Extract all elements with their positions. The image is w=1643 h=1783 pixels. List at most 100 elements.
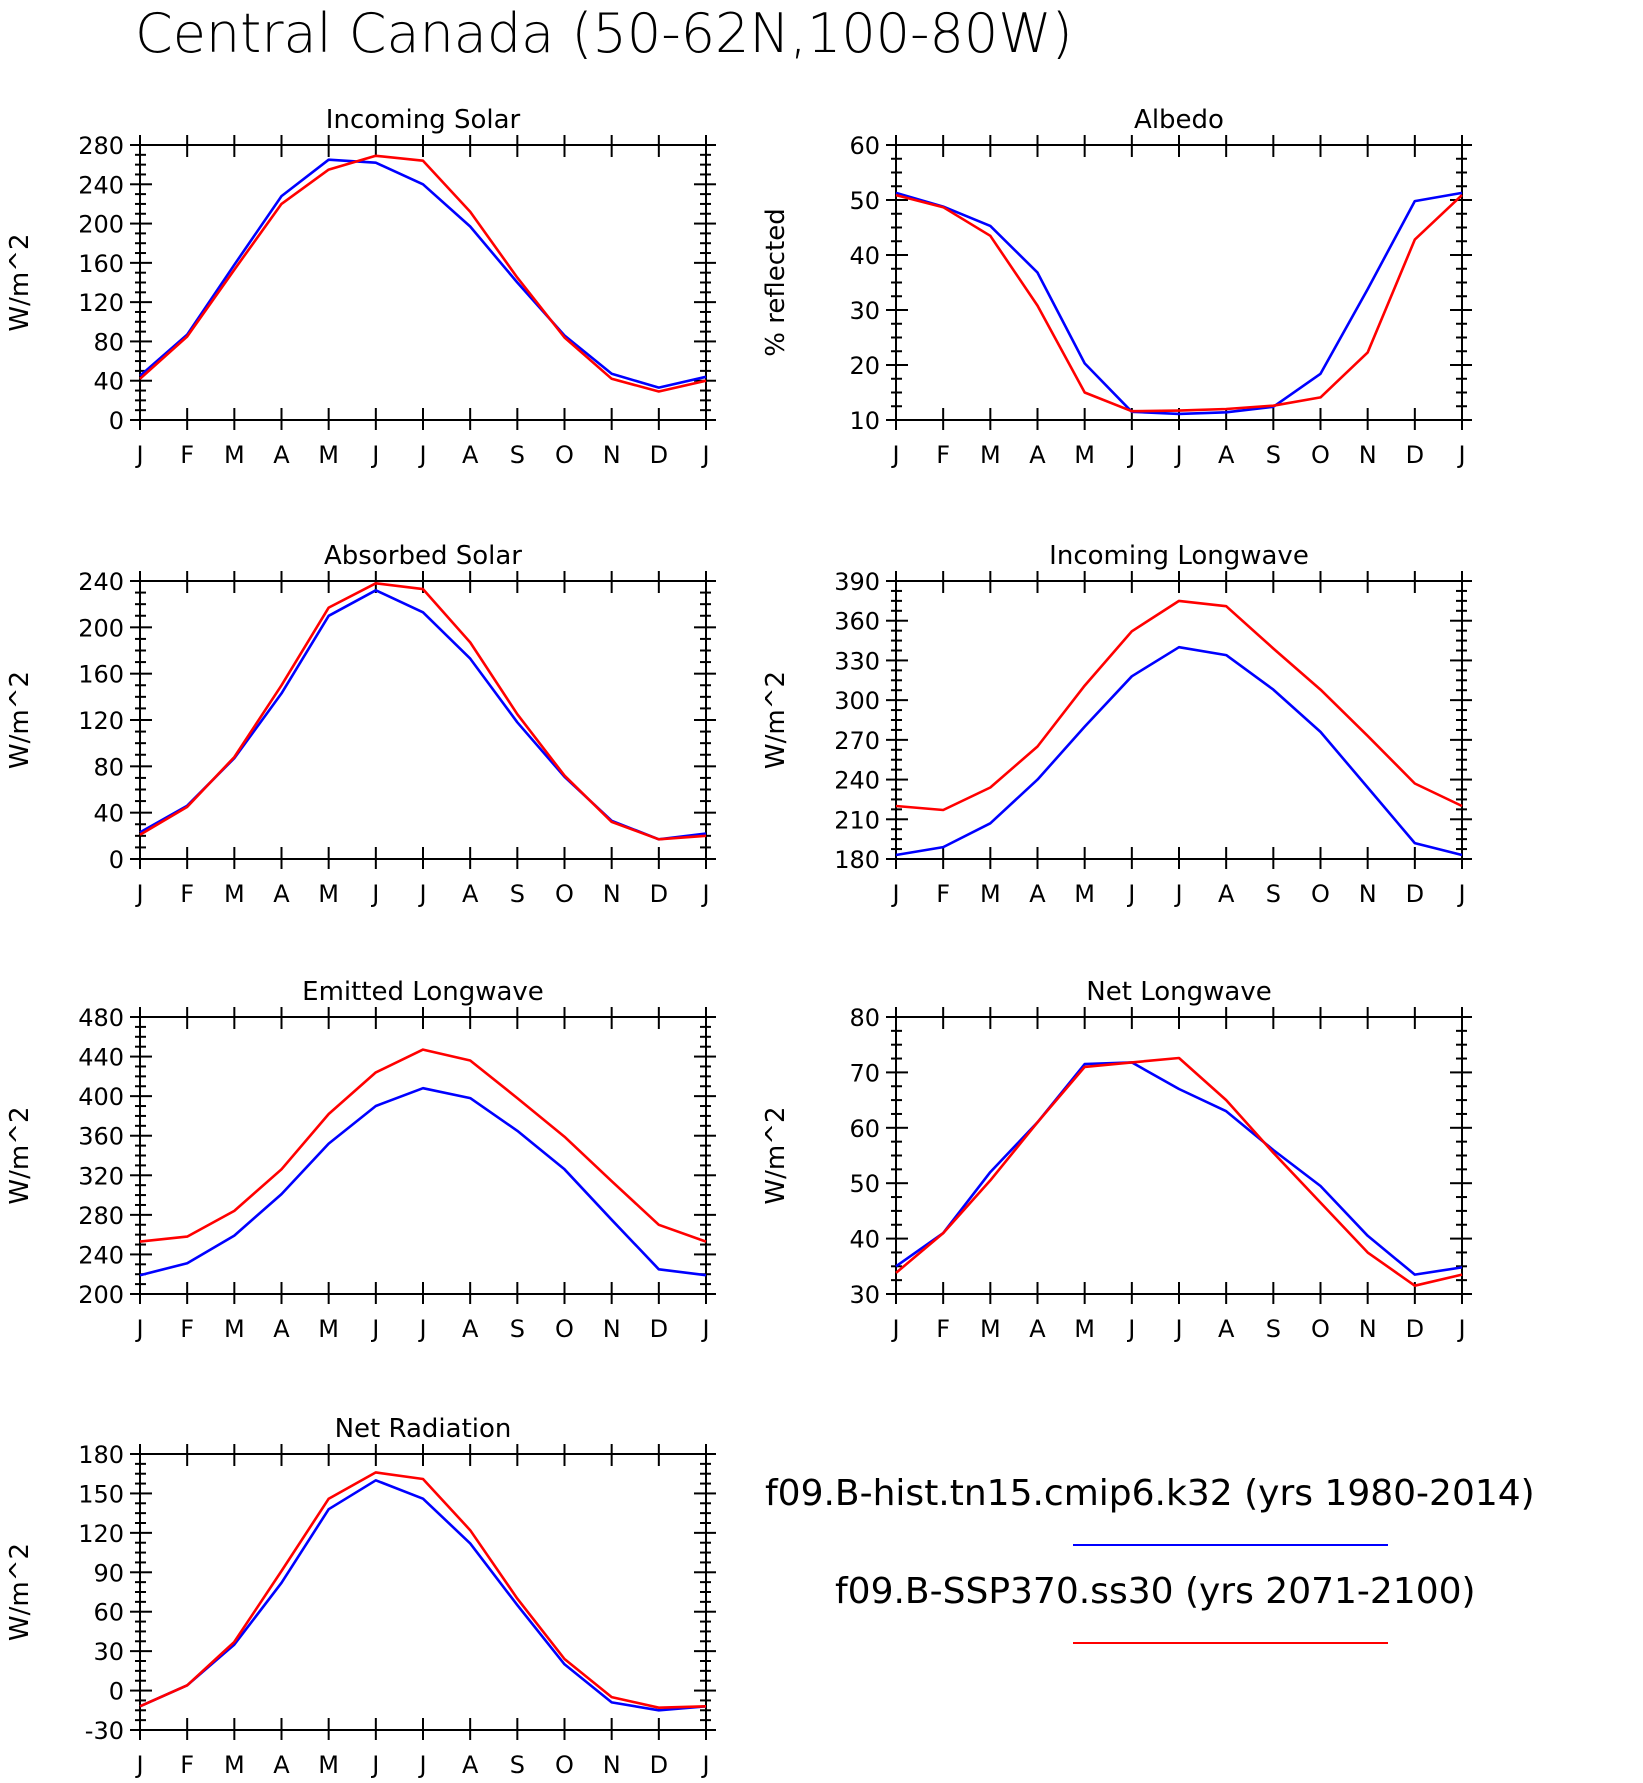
- x-tick-label: O: [555, 1751, 574, 1779]
- y-tick-label: 120: [78, 1520, 124, 1548]
- legend: f09.B-hist.tn15.cmip6.k32 (yrs 1980-2014…: [765, 1473, 1535, 1644]
- x-tick-label: S: [510, 880, 525, 908]
- y-tick-label: 390: [834, 568, 880, 596]
- y-axis-label: W/m^2: [761, 671, 791, 769]
- series-line-hist: [895, 1061, 1463, 1276]
- y-tick-label: 0: [109, 407, 124, 435]
- series-line-hist: [139, 1479, 707, 1712]
- plot-frame: [139, 580, 707, 860]
- x-tick-label: A: [273, 1751, 290, 1779]
- y-axis-label: W/m^2: [5, 1106, 35, 1204]
- x-tick-label: M: [980, 1315, 1001, 1343]
- y-tick-label: 300: [834, 687, 880, 715]
- y-tick-label: 360: [78, 1123, 124, 1151]
- x-tick-label: J: [890, 1315, 899, 1343]
- y-tick-label: 50: [849, 187, 880, 215]
- ticks: [130, 571, 716, 869]
- x-tick-label: N: [1359, 880, 1377, 908]
- x-tick-label: J: [134, 1751, 143, 1779]
- y-axis-label: W/m^2: [5, 671, 35, 769]
- panel-title-absorbed-solar: Absorbed Solar: [324, 541, 522, 571]
- x-tick-label: J: [1173, 880, 1182, 908]
- y-axis-label: W/m^2: [5, 1543, 35, 1641]
- y-tick-label: 200: [78, 1281, 124, 1309]
- series-line-hist: [139, 1086, 707, 1277]
- x-tick-label: M: [224, 441, 245, 469]
- x-tick-label: J: [700, 1315, 709, 1343]
- x-tick-label: A: [1218, 1315, 1235, 1343]
- x-tick-label: F: [180, 441, 194, 469]
- x-tick-label: A: [1218, 441, 1235, 469]
- x-tick-label: J: [1173, 1315, 1182, 1343]
- y-tick-label: 120: [78, 707, 124, 735]
- x-tick-label: J: [1456, 1315, 1465, 1343]
- y-tick-label: 10: [849, 407, 880, 435]
- x-tick-label: N: [603, 880, 621, 908]
- x-tick-label: J: [134, 1315, 143, 1343]
- x-tick-label: M: [224, 1751, 245, 1779]
- x-tick-label: J: [370, 1315, 379, 1343]
- x-tick-label: O: [1311, 880, 1330, 908]
- x-tick-label: J: [1126, 441, 1135, 469]
- x-tick-label: N: [1359, 441, 1377, 469]
- y-tick-label: 30: [93, 1638, 124, 1666]
- legend-label-hist: f09.B-hist.tn15.cmip6.k32 (yrs 1980-2014…: [765, 1473, 1535, 1514]
- x-tick-label: F: [936, 880, 950, 908]
- x-tick-label: A: [462, 880, 479, 908]
- x-tick-label: J: [890, 441, 899, 469]
- panel-title-albedo: Albedo: [1134, 105, 1224, 135]
- y-tick-label: 180: [834, 846, 880, 874]
- y-axis-label: % reflected: [761, 208, 791, 356]
- x-tick-label: O: [555, 441, 574, 469]
- y-tick-label: 280: [78, 132, 124, 160]
- y-axis-label: W/m^2: [761, 1106, 791, 1204]
- ticks: [130, 135, 716, 430]
- y-tick-label: 200: [78, 614, 124, 642]
- x-tick-label: O: [1311, 1315, 1330, 1343]
- y-tick-label: 280: [78, 1202, 124, 1230]
- y-tick-label: 270: [834, 727, 880, 755]
- x-tick-label: J: [417, 880, 426, 908]
- x-tick-label: S: [1266, 880, 1281, 908]
- ticks: [886, 571, 1472, 869]
- x-tick-label: A: [1029, 880, 1046, 908]
- x-tick-label: A: [273, 1315, 290, 1343]
- x-tick-label: D: [650, 441, 668, 469]
- panel-title-emitted-longwave: Emitted Longwave: [302, 977, 544, 1007]
- series-line-hist: [895, 191, 1463, 416]
- x-tick-label: S: [510, 441, 525, 469]
- y-tick-label: 20: [849, 352, 880, 380]
- x-tick-label: J: [700, 1751, 709, 1779]
- series-line-ssp370: [895, 599, 1463, 812]
- series-line-hist: [139, 588, 707, 841]
- series-line-hist: [895, 645, 1463, 857]
- x-tick-label: J: [417, 441, 426, 469]
- y-tick-label: 180: [78, 1441, 124, 1469]
- x-tick-label: J: [134, 880, 143, 908]
- x-tick-label: J: [1126, 1315, 1135, 1343]
- y-axis-label: W/m^2: [5, 233, 35, 331]
- legend-label-ssp370: f09.B-SSP370.ss30 (yrs 2071-2100): [835, 1571, 1476, 1612]
- x-tick-label: M: [318, 441, 339, 469]
- x-tick-label: M: [980, 880, 1001, 908]
- x-tick-label: F: [936, 1315, 950, 1343]
- y-tick-label: 440: [78, 1044, 124, 1072]
- x-tick-label: N: [1359, 1315, 1377, 1343]
- x-tick-label: M: [318, 880, 339, 908]
- series-line-ssp370: [139, 1048, 707, 1243]
- x-tick-label: J: [417, 1751, 426, 1779]
- x-tick-label: F: [936, 441, 950, 469]
- x-tick-label: J: [700, 441, 709, 469]
- x-tick-label: A: [1218, 880, 1235, 908]
- y-tick-label: 240: [834, 767, 880, 795]
- panel-title-incoming-solar: Incoming Solar: [326, 105, 521, 135]
- panel-title-net-radiation: Net Radiation: [335, 1414, 512, 1444]
- x-tick-label: N: [603, 441, 621, 469]
- y-tick-label: 240: [78, 171, 124, 199]
- ticks: [886, 135, 1472, 430]
